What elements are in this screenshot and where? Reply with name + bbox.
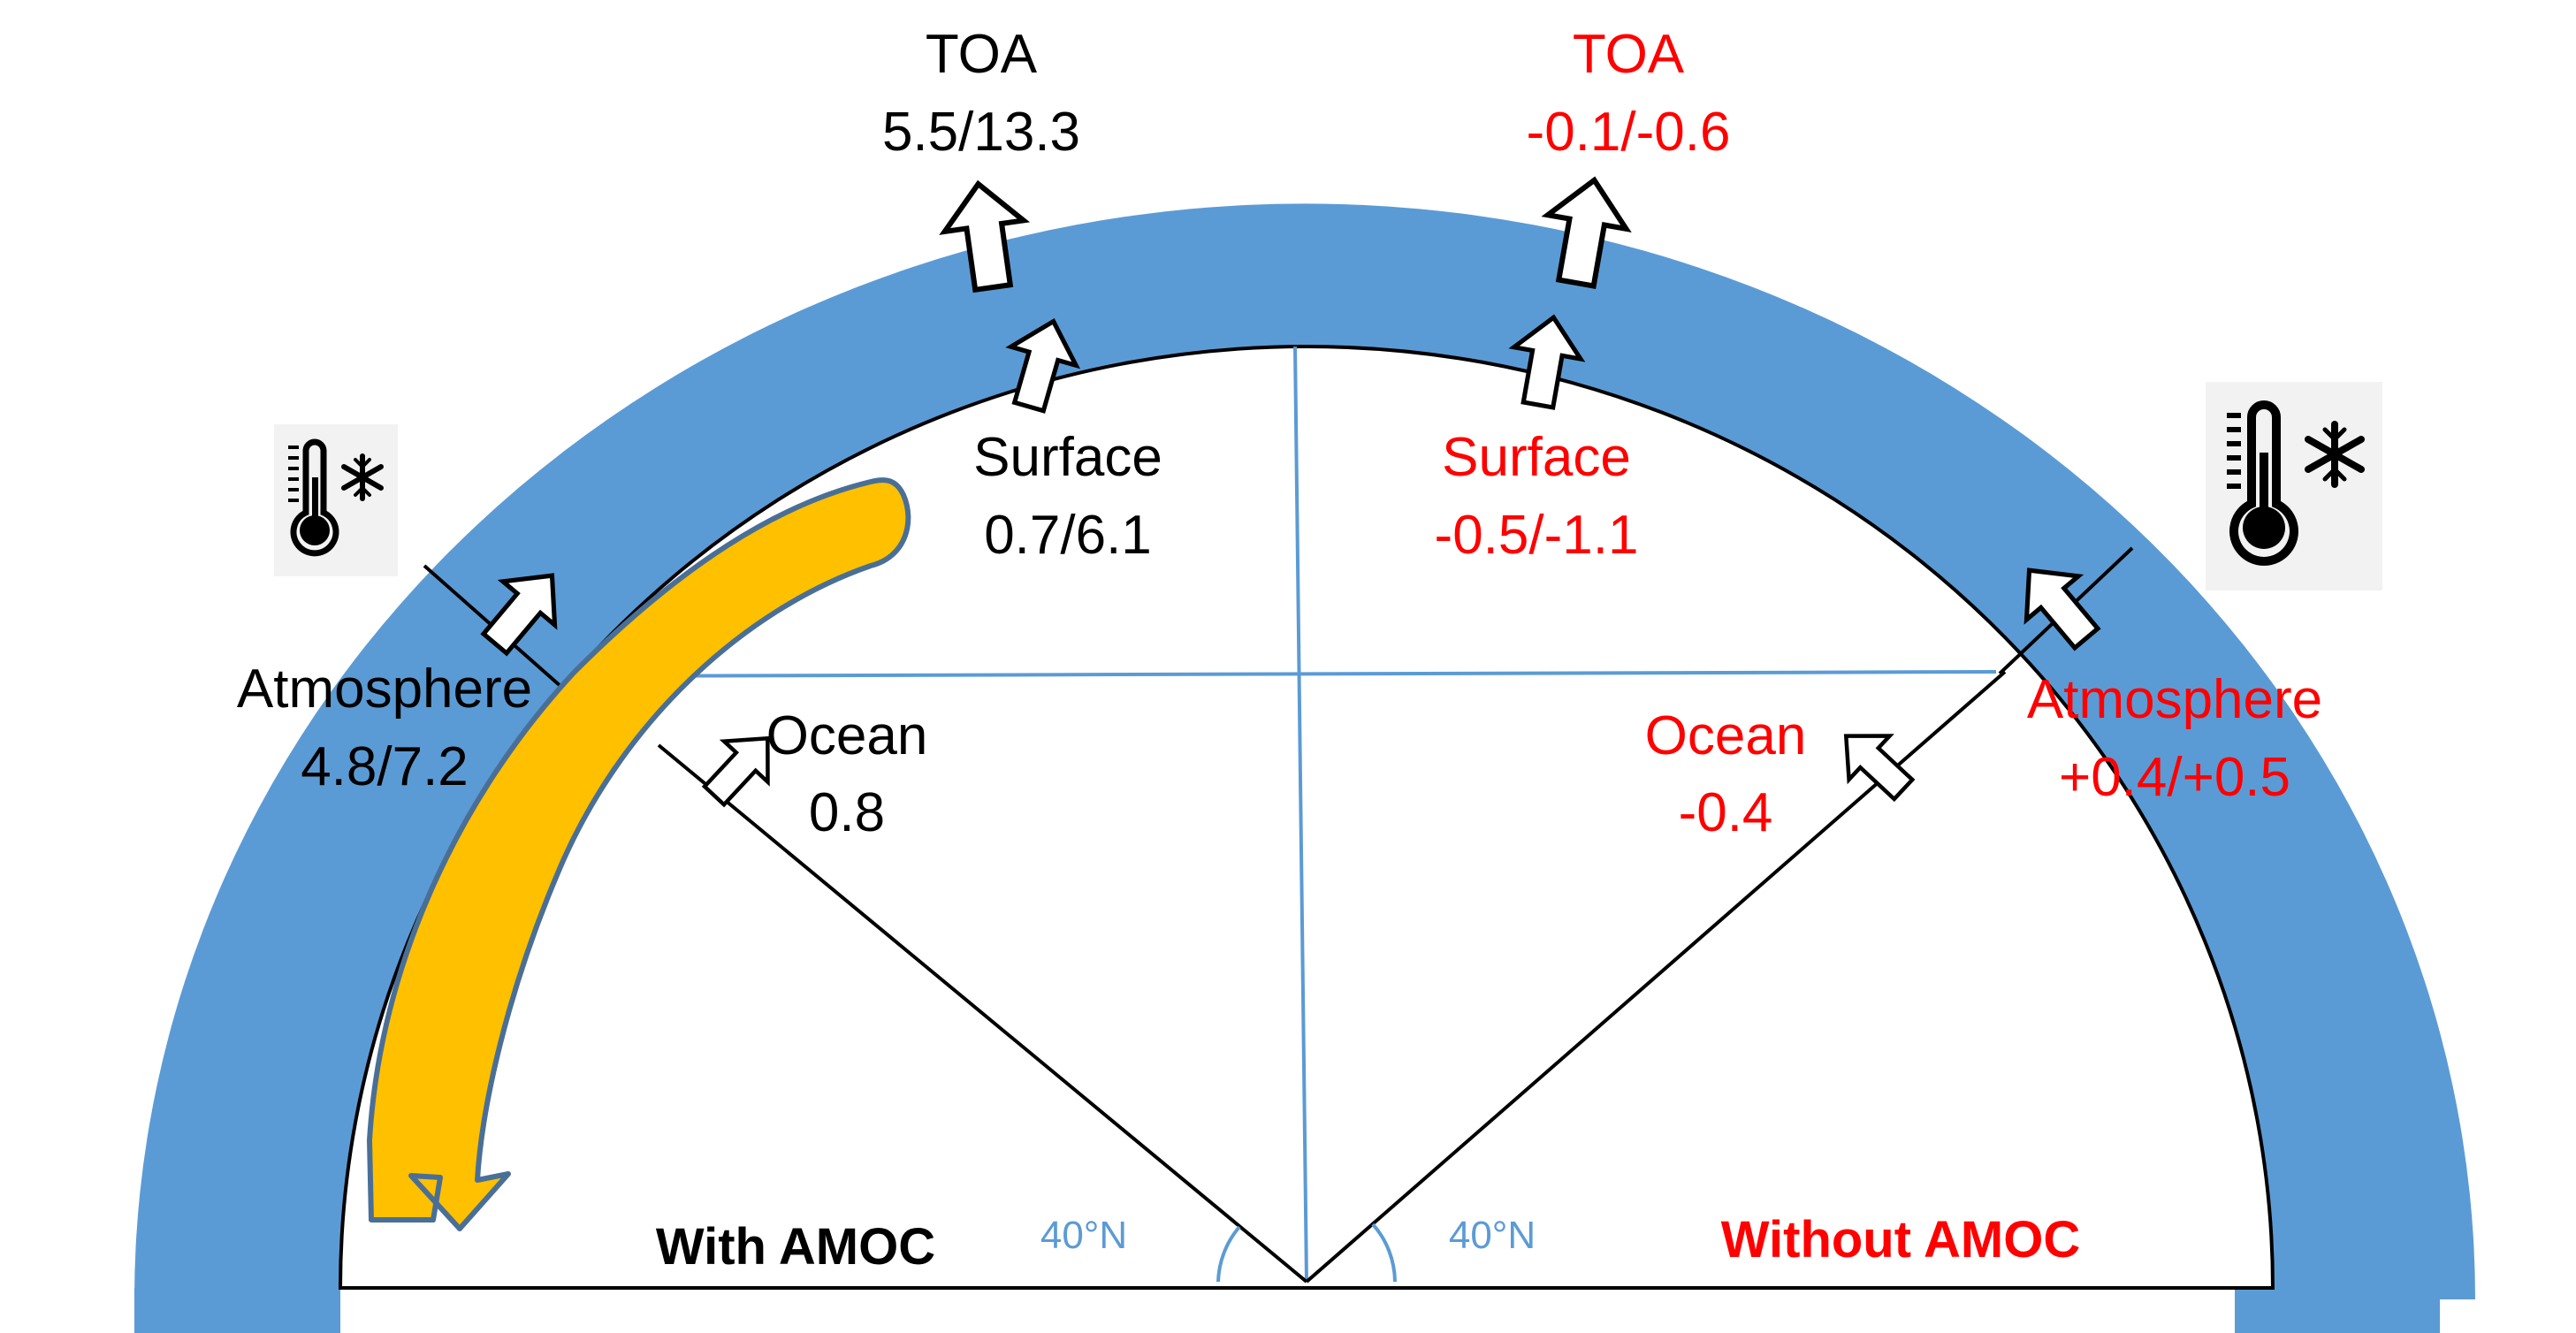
atmosphere-label-left: Atmosphere: [237, 659, 532, 720]
ring-base-right: [2235, 1288, 2440, 1333]
vertical-divider: [1293, 347, 1308, 1283]
ocean-value-left: 0.8: [809, 782, 885, 843]
toa-value-left: 5.5/13.3: [882, 102, 1080, 163]
ocean-value-right: -0.4: [1679, 782, 1773, 843]
surface-value-left: 0.7/6.1: [984, 505, 1152, 566]
ocean-label-left: Ocean: [766, 705, 928, 766]
latitude-label-right: 40°N: [1449, 1214, 1536, 1257]
with-amoc-title: With AMOC: [656, 1218, 935, 1276]
atmosphere-label-right: Atmosphere: [2027, 669, 2322, 730]
radial-line-left: [657, 743, 1308, 1283]
atmosphere-value-left: 4.8/7.2: [301, 736, 469, 797]
thermometer-snowflake-icon: [2206, 382, 2382, 590]
atmosphere-value-right: +0.4/+0.5: [2059, 747, 2290, 808]
thermometer-snowflake-icon: [274, 424, 398, 576]
ocean-label-right: Ocean: [1645, 705, 1807, 766]
toa-label-right: TOA: [1573, 24, 1685, 85]
atmosphere-ring: [134, 203, 2475, 1300]
angle-arc-right: [1371, 1223, 1397, 1283]
surface-value-right: -0.5/-1.1: [1435, 505, 1639, 566]
toa-label-left: TOA: [926, 24, 1038, 85]
horizontal-divider: [565, 670, 1997, 678]
latitude-label-left: 40°N: [1040, 1214, 1127, 1257]
amoc-flow-arrow: [367, 477, 911, 1231]
toa-value-right: -0.1/-0.6: [1527, 102, 1731, 163]
surface-label-right: Surface: [1442, 427, 1631, 488]
angle-arc-left: [1216, 1225, 1241, 1283]
without-amoc-title: Without AMOC: [1721, 1211, 2080, 1268]
ring-base-left: [134, 1288, 340, 1333]
surface-label-left: Surface: [973, 427, 1162, 488]
